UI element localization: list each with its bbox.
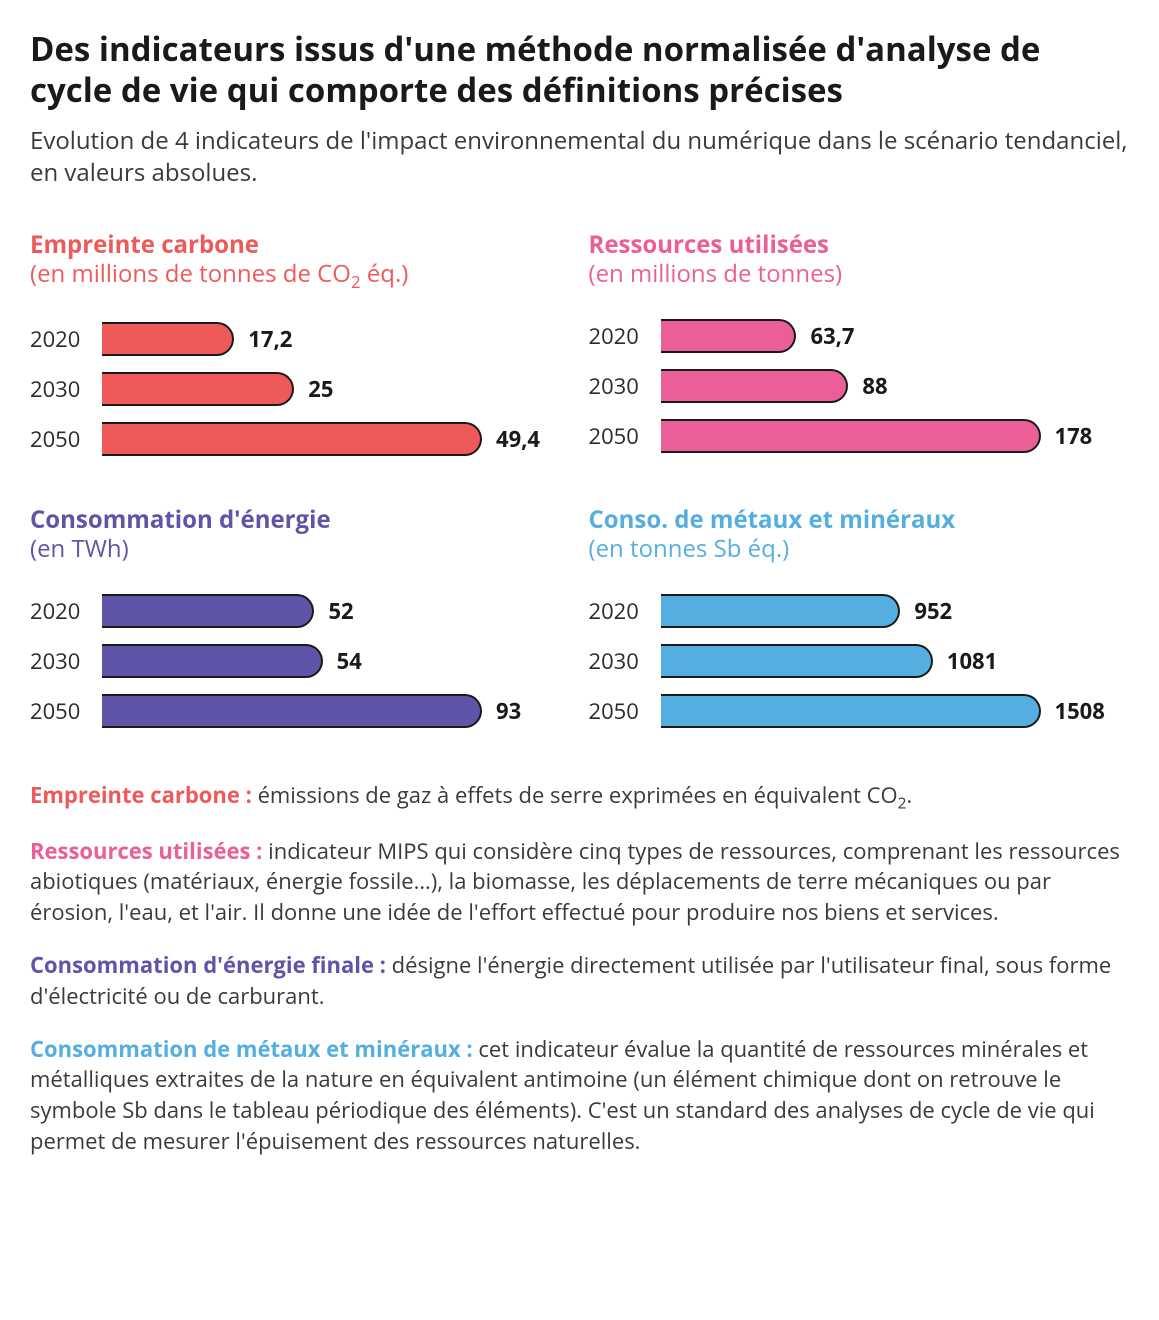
bar-year-label: 2030 xyxy=(589,646,661,676)
bar-year-label: 2020 xyxy=(589,596,661,626)
chart-unit: (en millions de tonnes) xyxy=(589,260,1130,289)
bar-row: 2050 1508 xyxy=(589,694,1130,728)
chart-title: Consommation d'énergie xyxy=(30,506,571,535)
bar-track: 63,7 xyxy=(661,319,855,353)
page-title: Des indicateurs issus d'une méthode norm… xyxy=(30,28,1129,111)
bar-track: 49,4 xyxy=(102,422,540,456)
bar-track: 52 xyxy=(102,594,354,628)
bar-value-label: 178 xyxy=(1055,421,1093,451)
charts-grid: Empreinte carbone(en millions de tonnes … xyxy=(30,231,1129,727)
chart-title: Conso. de métaux et minéraux xyxy=(589,506,1130,535)
bar-row: 2030 1081 xyxy=(589,644,1130,678)
chart-unit: (en tonnes Sb éq.) xyxy=(589,535,1130,564)
bar-fill xyxy=(661,644,933,678)
bar-track: 17,2 xyxy=(102,322,292,356)
bar-track: 1508 xyxy=(661,694,1105,728)
bar-fill xyxy=(102,322,234,356)
bar-row: 2020 52 xyxy=(30,594,571,628)
bar-value-label: 88 xyxy=(862,371,887,401)
definitions-section: Empreinte carbone : émissions de gaz à e… xyxy=(30,780,1129,1157)
definition-energy: Consommation d'énergie finale : désigne … xyxy=(30,950,1129,1012)
chart-unit: (en millions de tonnes de CO2 éq.) xyxy=(30,260,571,292)
chart-metals: Conso. de métaux et minéraux(en tonnes S… xyxy=(589,506,1130,728)
bar-row: 2020 63,7 xyxy=(589,319,1130,353)
bar-row: 2030 54 xyxy=(30,644,571,678)
definition-metals: Consommation de métaux et minéraux : cet… xyxy=(30,1034,1129,1157)
bar-year-label: 2030 xyxy=(30,646,102,676)
bar-year-label: 2030 xyxy=(589,371,661,401)
bar-track: 952 xyxy=(661,594,953,628)
bar-value-label: 93 xyxy=(496,696,521,726)
bar-row: 2030 88 xyxy=(589,369,1130,403)
bar-track: 25 xyxy=(102,372,333,406)
bar-year-label: 2020 xyxy=(30,596,102,626)
definition-term: Consommation de métaux et minéraux : xyxy=(30,1034,473,1064)
bar-fill xyxy=(661,319,797,353)
bar-fill xyxy=(661,419,1041,453)
bar-value-label: 17,2 xyxy=(248,324,292,354)
bar-row: 2030 25 xyxy=(30,372,571,406)
bar-year-label: 2050 xyxy=(30,696,102,726)
chart-energy: Consommation d'énergie(en TWh) 2020 52 2030… xyxy=(30,506,571,728)
bar-row: 2020 17,2 xyxy=(30,322,571,356)
chart-carbon: Empreinte carbone(en millions de tonnes … xyxy=(30,231,571,456)
bar-year-label: 2030 xyxy=(30,374,102,404)
bar-row: 2050 178 xyxy=(589,419,1130,453)
bar-year-label: 2050 xyxy=(30,424,102,454)
bar-row: 2050 93 xyxy=(30,694,571,728)
chart-resources: Ressources utilisées(en millions de tonn… xyxy=(589,231,1130,456)
bar-row: 2020 952 xyxy=(589,594,1130,628)
bar-value-label: 25 xyxy=(308,374,333,404)
bar-year-label: 2050 xyxy=(589,421,661,451)
definition-text: émissions de gaz à effets de serre expri… xyxy=(252,780,912,810)
definition-term: Consommation d'énergie finale : xyxy=(30,950,386,980)
bar-track: 88 xyxy=(661,369,888,403)
bar-value-label: 1081 xyxy=(947,646,997,676)
bar-value-label: 952 xyxy=(914,596,952,626)
bar-value-label: 54 xyxy=(337,646,362,676)
bar-value-label: 1508 xyxy=(1055,696,1105,726)
bar-track: 1081 xyxy=(661,644,998,678)
bar-value-label: 63,7 xyxy=(810,321,854,351)
bar-year-label: 2020 xyxy=(30,324,102,354)
page-subtitle: Evolution de 4 indicateurs de l'impact e… xyxy=(30,125,1129,190)
definition-carbon: Empreinte carbone : émissions de gaz à e… xyxy=(30,780,1129,814)
bar-fill xyxy=(102,422,482,456)
bar-row: 2050 49,4 xyxy=(30,422,571,456)
bar-year-label: 2020 xyxy=(589,321,661,351)
definition-term: Empreinte carbone : xyxy=(30,780,252,810)
bar-fill xyxy=(102,694,482,728)
bar-value-label: 52 xyxy=(328,596,353,626)
definition-resources: Ressources utilisées : indicateur MIPS q… xyxy=(30,836,1129,928)
bar-value-label: 49,4 xyxy=(496,424,540,454)
chart-title: Empreinte carbone xyxy=(30,231,571,260)
bar-track: 93 xyxy=(102,694,521,728)
bar-fill xyxy=(661,369,849,403)
bar-fill xyxy=(102,372,294,406)
bar-fill xyxy=(102,644,323,678)
definition-term: Ressources utilisées : xyxy=(30,836,262,866)
bar-fill xyxy=(661,694,1041,728)
bar-year-label: 2050 xyxy=(589,696,661,726)
bar-fill xyxy=(661,594,901,628)
bar-track: 54 xyxy=(102,644,362,678)
bar-fill xyxy=(102,594,314,628)
bar-track: 178 xyxy=(661,419,1093,453)
chart-title: Ressources utilisées xyxy=(589,231,1130,260)
chart-unit: (en TWh) xyxy=(30,535,571,564)
